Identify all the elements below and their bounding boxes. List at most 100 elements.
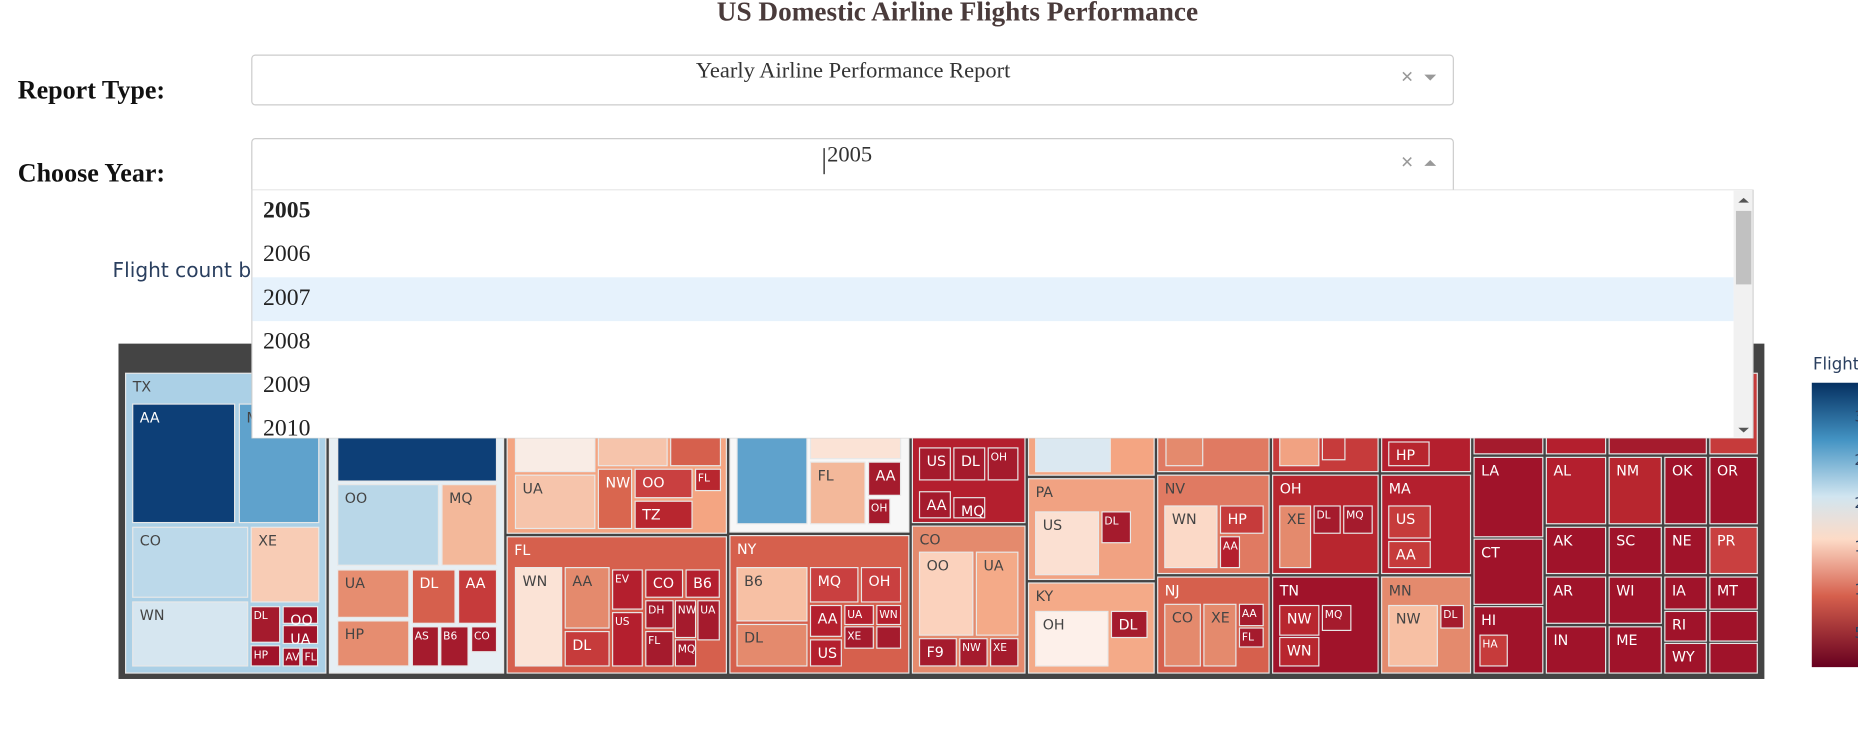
dropdown-option[interactable]: 2006: [263, 241, 311, 267]
dropdown-option[interactable]: 2008: [263, 328, 310, 354]
report-type-dropdown[interactable]: Yearly Airline Performance Report: [251, 54, 1454, 106]
treemap-tile: [685, 569, 720, 598]
tile-label: UA: [523, 481, 543, 497]
treemap-tile: [844, 626, 874, 649]
dropdown-input[interactable]: 2005: [827, 142, 872, 167]
treemap-tile: [282, 606, 319, 624]
dropdown-box[interactable]: [251, 138, 1454, 190]
dropdown-option[interactable]: 2005: [263, 198, 310, 224]
dropdown-arrow[interactable]: [1424, 74, 1437, 81]
colorbar-tick-label: 2: [1854, 451, 1858, 469]
treemap-tile: [987, 447, 1019, 481]
treemap-tile: [736, 623, 808, 667]
tile-label: CO: [1172, 611, 1193, 627]
treemap-tile: [301, 647, 319, 667]
treemap-tile: [1279, 636, 1320, 667]
tile-label: DL: [1316, 508, 1330, 521]
treemap-tile: [809, 567, 859, 603]
treemap-tile: [250, 645, 281, 667]
dropdown-value: Yearly Airline Performance Report: [696, 57, 1011, 82]
tile-label: MQ: [678, 642, 696, 655]
treemap-tile: [953, 447, 986, 481]
scrollbar-thumb[interactable]: [1735, 210, 1752, 285]
dropdown-option[interactable]: 2009: [263, 372, 310, 398]
tile-label: DL: [1104, 514, 1118, 527]
treemap-tile: [1664, 642, 1707, 674]
tile-label: MQ: [961, 504, 984, 520]
tile-label: SC: [1616, 534, 1635, 550]
treemap-tile: [694, 468, 722, 492]
tile-label: MT: [1717, 583, 1738, 599]
treemap-tile: [809, 639, 842, 667]
treemap-tile: [860, 567, 902, 603]
tile-label: DH: [648, 603, 664, 616]
chart-subtitle: Flight count b: [113, 258, 252, 282]
tile-label: FL: [648, 634, 660, 647]
tile-label: CT: [1481, 545, 1500, 561]
tile-label: NV: [1165, 481, 1186, 497]
clear-icon[interactable]: [1402, 71, 1412, 82]
tile-label: DL: [744, 631, 763, 647]
treemap-tile: [975, 551, 1019, 636]
tile-label: DL: [1443, 608, 1457, 621]
treemap-tile: [411, 569, 456, 624]
tile-label: AA: [466, 576, 486, 592]
dropdown-option[interactable]: 2007: [263, 285, 311, 311]
dropdown-arrow[interactable]: [1424, 159, 1437, 166]
tile-label: US: [818, 646, 837, 662]
tile-label: B6: [744, 574, 763, 590]
treemap-tile: [132, 403, 236, 524]
treemap-tile: [674, 639, 697, 667]
tile-label: IN: [1553, 633, 1568, 649]
tile-label: OH: [991, 450, 1007, 463]
tile-label: XE: [1287, 512, 1306, 528]
tile-label: AA: [818, 612, 838, 628]
tile-label: LA: [1481, 464, 1499, 480]
treemap-tile: [1473, 538, 1544, 605]
treemap-tile: [1238, 627, 1264, 648]
tile-label: PR: [1717, 534, 1736, 550]
tile-label: NY: [737, 542, 757, 558]
treemap-tile: [411, 626, 440, 667]
treemap-tile: [1321, 604, 1352, 631]
treemap-tile: [736, 567, 808, 622]
treemap-tile: [1313, 505, 1341, 534]
tile-label: OR: [1717, 464, 1738, 480]
filter-label: Report Type:: [18, 75, 165, 104]
treemap-tile: [918, 638, 957, 667]
tile-label: AR: [1553, 583, 1573, 599]
treemap-tile: [1279, 604, 1320, 636]
tile-label: AA: [1223, 539, 1239, 552]
tile-label: MN: [1389, 583, 1412, 599]
treemap-tile: [471, 626, 498, 653]
treemap-tile: [1545, 626, 1607, 674]
option-highlight: [252, 277, 1734, 322]
treemap-tile: [1709, 642, 1758, 674]
treemap-tile: [1608, 526, 1662, 575]
tile-label: NW: [1396, 612, 1421, 628]
tile-label: UA: [700, 603, 716, 616]
tile-label: NJ: [1165, 583, 1180, 599]
treemap-tile: [1203, 603, 1237, 667]
tile-label: MQ: [818, 574, 841, 590]
year-dropdown[interactable]: 2005: [251, 138, 1454, 190]
dropdown-option[interactable]: 2010: [263, 416, 310, 442]
treemap-tile: [1388, 441, 1430, 467]
treemap-tile: [612, 612, 643, 667]
treemap-tile: [876, 626, 902, 649]
dropdown-box[interactable]: [251, 54, 1454, 106]
treemap-tile: [1709, 610, 1758, 642]
clear-icon[interactable]: [1402, 157, 1412, 167]
tile-label: MA: [1389, 481, 1411, 497]
tile-label: US: [1043, 518, 1062, 534]
treemap-tile: [844, 604, 874, 626]
treemap-tile: [959, 638, 988, 667]
treemap-tile: [1035, 511, 1100, 576]
tile-label: MQ: [1346, 508, 1364, 521]
treemap-tile: [1664, 610, 1707, 642]
tile-label: OH: [869, 574, 891, 590]
treemap-tile: [132, 526, 249, 598]
colorbar-tick-label: 2: [1854, 494, 1858, 512]
